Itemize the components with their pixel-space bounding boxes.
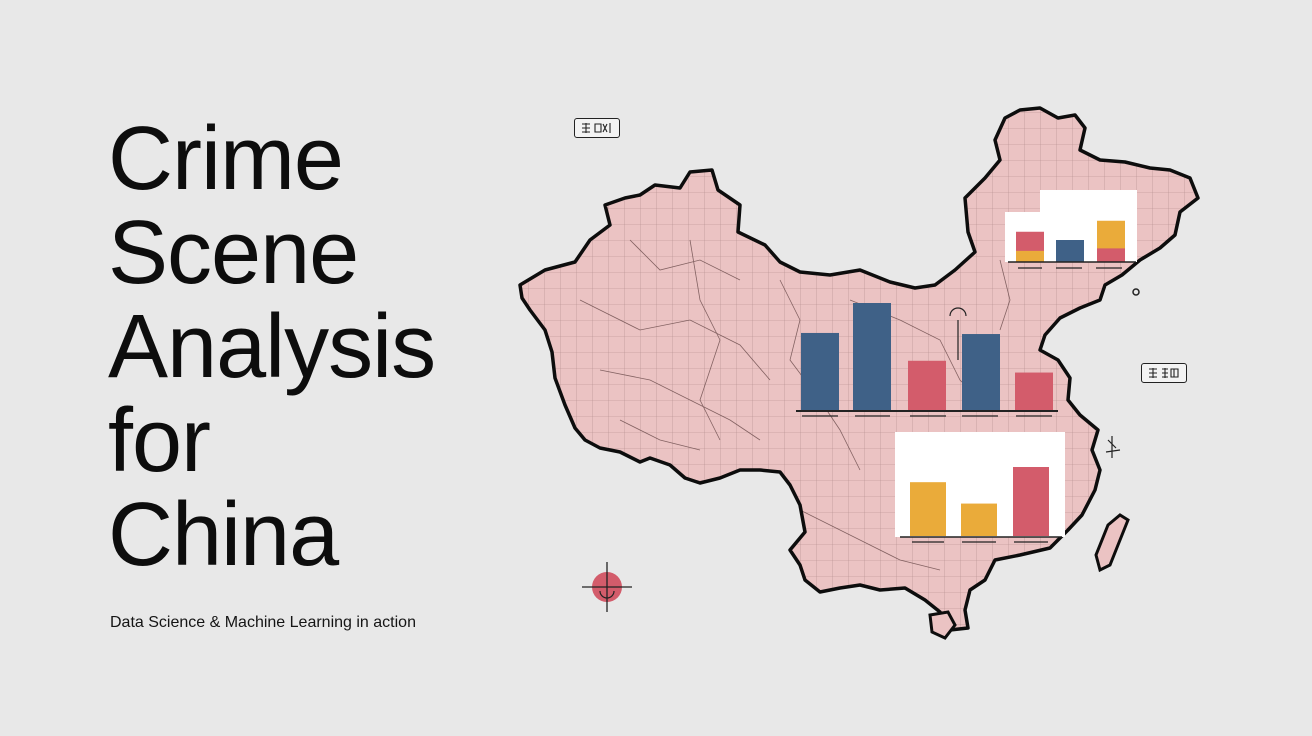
top-right-chart (1005, 190, 1137, 269)
bottom-chart (895, 432, 1065, 543)
title-line: Scene (108, 203, 359, 303)
chart-bar (910, 482, 946, 536)
chart-bar (1016, 250, 1044, 262)
chart-bar (1015, 372, 1053, 410)
decor-mark (1105, 436, 1121, 458)
chart-bar (1097, 248, 1125, 262)
title-line: China (108, 485, 339, 585)
decor-dot (1132, 288, 1140, 296)
map-tag (574, 118, 620, 138)
crosshair-target-icon (582, 562, 632, 612)
chart-bar (908, 360, 946, 410)
title-line: for (108, 391, 211, 491)
title-line: Analysis (108, 297, 436, 397)
chart-bar (853, 303, 891, 410)
page-title: Crime Scene Analysis for China (108, 109, 436, 585)
chart-bar (962, 334, 1000, 410)
center-chart (796, 303, 1058, 417)
chart-bar (961, 503, 997, 536)
chart-bar (1013, 467, 1049, 536)
hainan-island (928, 610, 957, 640)
chart-bar (1056, 240, 1084, 262)
pin-marker (949, 307, 967, 360)
taiwan-island (1094, 513, 1130, 573)
subtitle: Data Science & Machine Learning in actio… (110, 614, 416, 631)
chart-bar (801, 332, 839, 410)
map-tag (1141, 363, 1187, 383)
title-line: Crime (108, 109, 344, 209)
